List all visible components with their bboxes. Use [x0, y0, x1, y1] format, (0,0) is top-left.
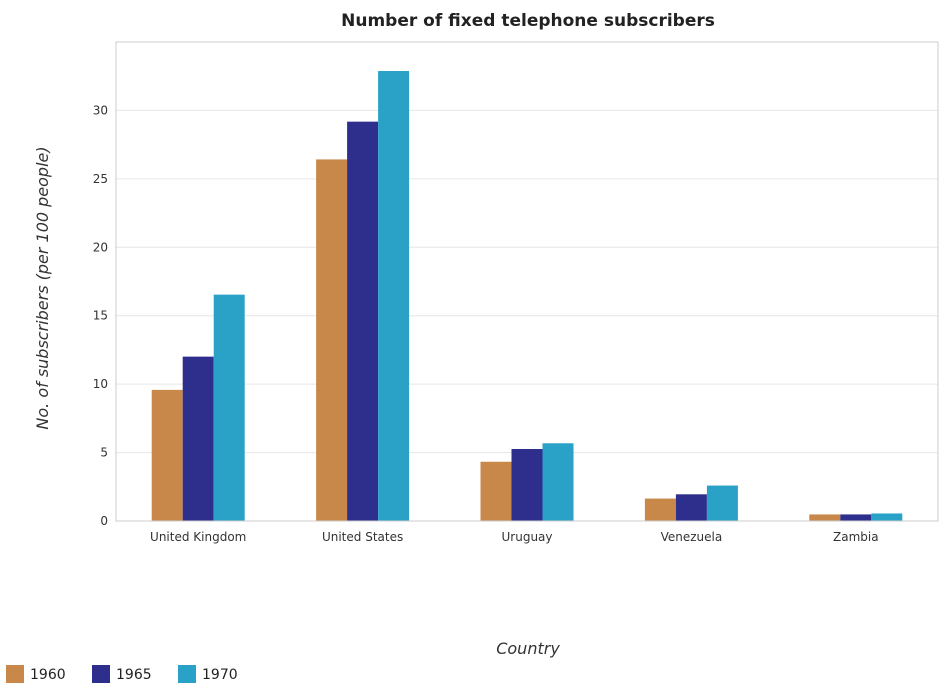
bar-1960-uruguay: [480, 461, 512, 521]
y-tick-label: 10: [93, 377, 108, 391]
x-tick-label: Zambia: [833, 530, 879, 544]
bar-1970-united-states: [378, 71, 410, 521]
x-tick-label: Uruguay: [502, 530, 553, 544]
bar-1965-united-kingdom: [182, 356, 214, 521]
x-axis-label: Country: [496, 639, 560, 658]
bar-1970-zambia: [871, 513, 903, 521]
bar-1965-zambia: [840, 514, 872, 521]
legend-swatch-1970: [178, 665, 196, 683]
bar-1960-zambia: [809, 514, 841, 521]
x-tick-labels: United Kingdom United States Uruguay Venezu…: [150, 530, 879, 544]
bar-1970-venezuela: [706, 485, 738, 521]
bar-1970-uruguay: [542, 443, 574, 521]
bar-1970-united-kingdom: [213, 294, 245, 521]
bar-1965-united-states: [347, 121, 379, 522]
legend-label-1960: 1960: [30, 667, 66, 683]
y-tick-label: 15: [93, 309, 108, 323]
x-tick-label: Venezuela: [661, 530, 723, 544]
plot-frame: [115, 41, 939, 522]
bars-layer: [151, 71, 903, 522]
y-tick-label: 5: [100, 446, 108, 460]
legend-swatch-1965: [92, 665, 110, 683]
bar-1960-venezuela: [644, 498, 676, 521]
bar-1965-venezuela: [675, 494, 707, 521]
x-tick-label: United Kingdom: [150, 530, 246, 544]
x-tick-label: United States: [322, 530, 403, 544]
legend-label-1965: 1965: [116, 667, 152, 683]
legend-swatch-1960: [6, 665, 24, 683]
y-axis-label: No. of subscribers (per 100 people): [33, 146, 52, 429]
y-tick-label: 25: [93, 172, 108, 186]
legend-label-1970: 1970: [202, 667, 238, 683]
chart-title: Number of fixed telephone subscribers: [341, 11, 715, 31]
y-tick-label: 0: [100, 514, 108, 528]
grid-layer: [116, 109, 938, 522]
y-tick-label: 20: [93, 240, 108, 254]
bar-1960-united-states: [316, 159, 348, 521]
y-tick-label: 30: [93, 103, 108, 117]
y-tick-labels: 0 5 10 15 20 25 30: [93, 103, 108, 528]
bar-1965-uruguay: [511, 449, 543, 521]
bar-1960-united-kingdom: [151, 389, 183, 521]
legend: 1960 1965 1970: [6, 665, 238, 683]
